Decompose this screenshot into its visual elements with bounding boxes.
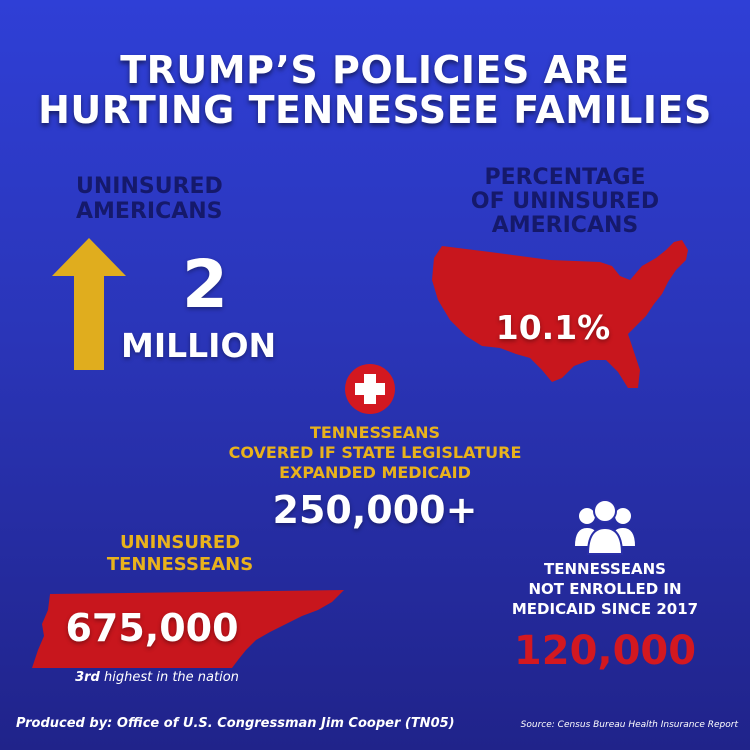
ranking-note: 3rd highest in the nation <box>52 670 262 685</box>
medicaid-expansion-label-line3: EXPANDED MEDICAID <box>279 463 471 482</box>
not-enrolled-value: 120,000 <box>513 628 697 674</box>
people-group-icon <box>575 498 635 556</box>
arrow-up-icon <box>52 238 126 370</box>
uninsured-americans-label-line1: UNINSURED <box>76 174 223 199</box>
uninsured-americans-unit: MILLION <box>121 326 277 365</box>
medicaid-expansion-label: TENNESSEANS COVERED IF STATE LEGISLATURE… <box>195 423 555 483</box>
not-enrolled-label-line3: MEDICAID SINCE 2017 <box>511 600 699 618</box>
percentage-label-line1: PERCENTAGE <box>484 165 646 190</box>
uninsured-americans-number: 2 <box>182 246 228 323</box>
percentage-label: PERCENTAGE OF UNINSURED AMERICANS <box>430 166 700 238</box>
medicaid-expansion-label-line2: COVERED IF STATE LEGISLATURE <box>228 443 522 462</box>
percentage-value: 10.1% <box>495 308 611 347</box>
medicaid-expansion-value: 250,000+ <box>272 488 478 532</box>
tennessee-map-icon <box>32 588 344 670</box>
percentage-label-line3: AMERICANS <box>491 213 639 238</box>
produced-by-credit: Produced by: Office of U.S. Congressman … <box>16 716 455 731</box>
medical-cross-icon <box>345 364 395 414</box>
ranking-note-bold: 3rd <box>75 670 100 685</box>
uninsured-tennesseans-label: UNINSURED TENNESSEANS <box>80 532 280 576</box>
source-credit: Source: Census Bureau Health Insurance R… <box>520 720 738 730</box>
not-enrolled-label-line2: NOT ENROLLED IN <box>528 580 682 598</box>
not-enrolled-label: TENNESSEANS NOT ENROLLED IN MEDICAID SIN… <box>490 559 720 619</box>
ranking-note-rest: highest in the nation <box>99 670 239 685</box>
uninsured-americans-label: UNINSURED AMERICANS <box>76 174 223 224</box>
title-line-2: HURTING TENNESSEE FAMILIES <box>38 88 712 132</box>
title-line-1: TRUMP’S POLICIES ARE <box>120 48 630 92</box>
medicaid-expansion-label-line1: TENNESSEANS <box>309 423 441 442</box>
uninsured-americans-label-line2: AMERICANS <box>76 199 223 224</box>
not-enrolled-label-line1: TENNESSEANS <box>544 560 666 578</box>
percentage-label-line2: OF UNINSURED <box>470 189 660 214</box>
uninsured-tennesseans-value: 675,000 <box>65 606 239 650</box>
uninsured-tennesseans-label-line2: TENNESSEANS <box>106 554 254 575</box>
usa-map-icon <box>430 236 695 396</box>
uninsured-tennesseans-label-line1: UNINSURED <box>119 532 241 553</box>
